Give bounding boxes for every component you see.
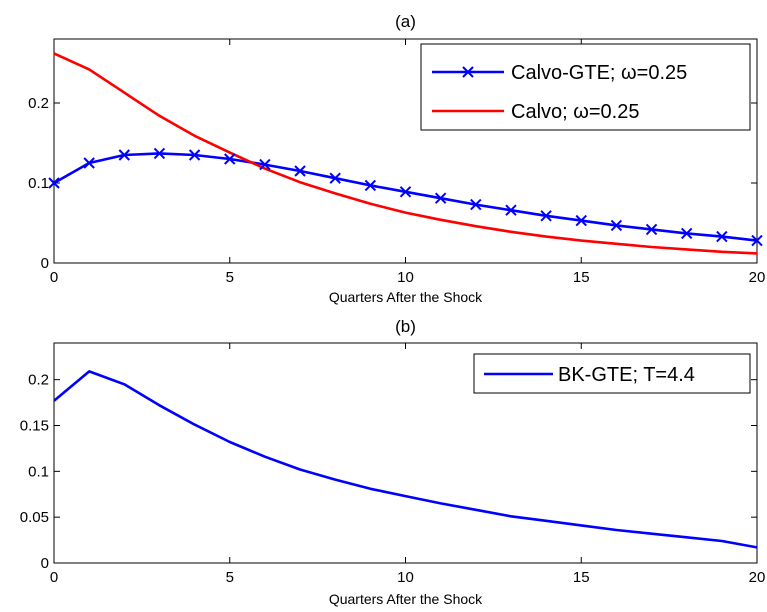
marker-stroke — [224, 153, 236, 165]
data-point-marker — [575, 214, 587, 227]
panel-a: 0 5 10 15 20 0 0.1 0.2 (a) Quarters After the Sho… — [28, 12, 765, 305]
x-axis-label-b: Quarters After the Shock — [329, 591, 483, 607]
legend-entry: Calvo; ω=0.25 — [432, 101, 639, 123]
data-point-marker — [645, 223, 658, 236]
x-axis-label-a: Quarters After the Shock — [329, 289, 483, 305]
x-tick-label: 0 — [50, 569, 58, 586]
marker-stroke — [716, 230, 728, 243]
chart-title-b: (b) — [395, 317, 416, 336]
data-point-marker — [399, 186, 412, 198]
data-point-marker — [83, 157, 95, 169]
legend-b: BK-GTE; T=4.4 — [473, 353, 751, 394]
data-point-marker — [540, 210, 552, 222]
data-point-marker — [680, 227, 693, 240]
data-point-marker — [716, 230, 728, 243]
data-point-marker — [751, 234, 763, 247]
marker-stroke — [188, 149, 201, 161]
series-line-b-0 — [54, 370, 757, 549]
data-point-marker — [153, 147, 166, 160]
legend-label: Calvo-GTE; ω=0.25 — [511, 62, 687, 84]
x-tick-label: 5 — [226, 569, 234, 586]
data-point-marker — [505, 204, 517, 216]
legend-a: Calvo-GTE; ω=0.25 Calvo; ω=0.25 — [420, 43, 751, 131]
plot-area-b — [54, 370, 757, 549]
legend-label: Calvo; ω=0.25 — [511, 101, 639, 123]
marker-stroke — [83, 157, 95, 169]
marker-stroke — [399, 186, 412, 198]
panel-b: 0 5 10 15 20 0 0.05 0.1 0.15 0.2 (b) Quarters After… — [20, 317, 766, 607]
marker-stroke — [364, 179, 377, 192]
data-point-marker — [329, 172, 341, 184]
marker-stroke — [540, 210, 552, 222]
x-tick-label: 0 — [50, 269, 58, 286]
marker-stroke — [259, 158, 271, 171]
data-point-marker — [294, 165, 306, 177]
legend-label: BK-GTE; T=4.4 — [558, 364, 695, 386]
data-point-marker — [434, 192, 447, 204]
y-tick-label: 0 — [41, 255, 49, 272]
marker-stroke — [751, 234, 763, 247]
legend-entry: Calvo-GTE; ω=0.25 — [432, 62, 687, 84]
legend-box — [420, 43, 751, 131]
data-point-marker — [470, 198, 482, 211]
chart-title-a: (a) — [395, 12, 416, 31]
marker-stroke — [329, 172, 341, 184]
data-point-marker — [188, 149, 201, 161]
marker-stroke — [294, 165, 306, 177]
marker-stroke — [680, 227, 693, 240]
x-tick-label: 15 — [573, 569, 590, 586]
y-tick-label: 0.15 — [20, 418, 49, 435]
data-point-marker — [364, 179, 377, 192]
data-point-marker — [48, 177, 60, 189]
marker-stroke — [645, 223, 658, 236]
marker-stroke — [505, 204, 517, 216]
data-point-marker — [118, 149, 131, 161]
marker-stroke — [610, 219, 623, 232]
y-tick-label: 0.05 — [20, 509, 49, 526]
marker-stroke — [575, 214, 587, 227]
y-tick-label: 0.1 — [28, 175, 49, 192]
legend-box — [473, 353, 751, 394]
x-tick-label: 20 — [749, 569, 766, 586]
marker-stroke — [118, 149, 131, 161]
y-tick-label: 0.2 — [28, 95, 49, 112]
y-tick-label: 0.1 — [28, 463, 49, 480]
x-tick-label: 10 — [397, 269, 414, 286]
marker-stroke — [434, 192, 447, 204]
x-tick-label: 20 — [749, 269, 766, 286]
series-line-a-1 — [54, 52, 757, 255]
data-point-marker — [224, 153, 236, 165]
x-tick-label: 5 — [226, 269, 234, 286]
marker-stroke — [470, 198, 482, 211]
y-tick-label: 0 — [41, 555, 49, 572]
marker-stroke — [48, 177, 60, 189]
legend-entry: BK-GTE; T=4.4 — [484, 364, 695, 386]
x-tick-label: 15 — [573, 269, 590, 286]
y-tick-label: 0.2 — [28, 372, 49, 389]
marker-stroke — [153, 147, 166, 160]
legend-marker — [462, 66, 474, 78]
data-point-marker — [610, 219, 623, 232]
data-point-marker — [259, 158, 271, 171]
x-tick-label: 10 — [397, 569, 414, 586]
